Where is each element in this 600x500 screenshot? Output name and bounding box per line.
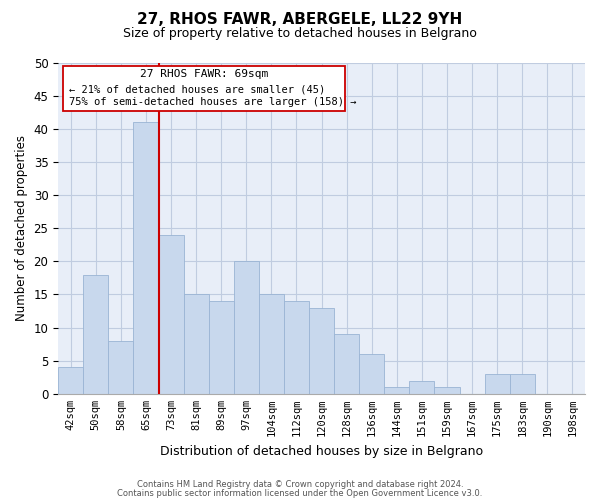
Text: 75% of semi-detached houses are larger (158) →: 75% of semi-detached houses are larger (…	[68, 98, 356, 108]
Bar	[434, 387, 460, 394]
Bar	[384, 387, 409, 394]
Bar	[234, 262, 259, 394]
Bar	[158, 235, 184, 394]
FancyBboxPatch shape	[64, 66, 345, 110]
Text: 27, RHOS FAWR, ABERGELE, LL22 9YH: 27, RHOS FAWR, ABERGELE, LL22 9YH	[137, 12, 463, 28]
Bar	[133, 122, 158, 394]
Text: ← 21% of detached houses are smaller (45): ← 21% of detached houses are smaller (45…	[68, 84, 325, 94]
Text: Contains HM Land Registry data © Crown copyright and database right 2024.: Contains HM Land Registry data © Crown c…	[137, 480, 463, 489]
Bar	[109, 341, 133, 394]
Text: Contains public sector information licensed under the Open Government Licence v3: Contains public sector information licen…	[118, 488, 482, 498]
Bar	[309, 308, 334, 394]
Bar	[359, 354, 384, 394]
Bar	[184, 294, 209, 394]
X-axis label: Distribution of detached houses by size in Belgrano: Distribution of detached houses by size …	[160, 444, 483, 458]
Text: 27 RHOS FAWR: 69sqm: 27 RHOS FAWR: 69sqm	[140, 69, 268, 79]
Bar	[209, 301, 234, 394]
Y-axis label: Number of detached properties: Number of detached properties	[15, 135, 28, 321]
Text: Size of property relative to detached houses in Belgrano: Size of property relative to detached ho…	[123, 28, 477, 40]
Bar	[284, 301, 309, 394]
Bar	[510, 374, 535, 394]
Bar	[409, 380, 434, 394]
Bar	[485, 374, 510, 394]
Bar	[334, 334, 359, 394]
Bar	[83, 274, 109, 394]
Bar	[259, 294, 284, 394]
Bar	[58, 368, 83, 394]
